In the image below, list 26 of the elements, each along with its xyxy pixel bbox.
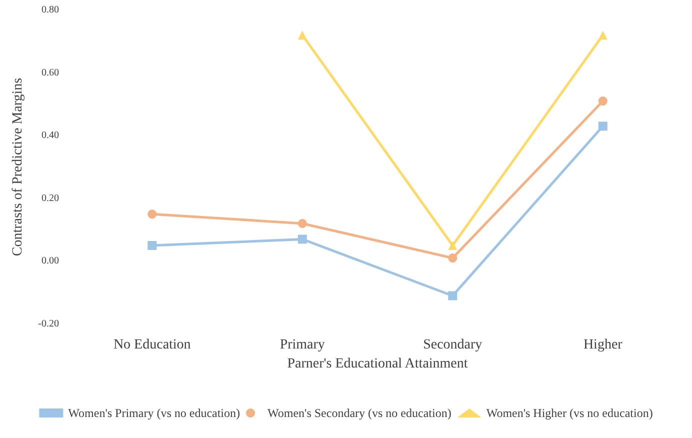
point (148, 210, 157, 219)
y-tick-label: 0.60 (42, 67, 59, 78)
point (448, 241, 458, 250)
y-tick-label: 0.20 (42, 192, 59, 204)
y-tick-label: 0.00 (42, 256, 59, 267)
x-tick-label: Higher (583, 338, 623, 352)
legend-label: Women's Secondary (vs no education) (268, 406, 452, 420)
point (148, 241, 157, 250)
x-tick-label: Primary (280, 338, 325, 352)
point (298, 30, 307, 40)
point (298, 219, 307, 228)
x-tick-label: No Education (113, 338, 191, 352)
point (598, 30, 608, 40)
point (598, 122, 608, 131)
y-axis-title: Contrasts of Predictive Margins (10, 78, 26, 256)
point (298, 234, 307, 244)
x-tick-label: Secondary (423, 338, 482, 352)
legend-label: Women's Primary (vs no education) (68, 406, 240, 420)
point (448, 254, 458, 263)
x-axis-title: Parner's Educational Attainment (287, 356, 468, 372)
point (448, 291, 458, 300)
y-tick-label: 0.40 (42, 130, 59, 142)
y-tick-label: 0.80 (42, 4, 59, 16)
point (598, 96, 608, 106)
legend-label: Women's Higher (vs no education) (486, 406, 653, 420)
y-tick-label: -0.20 (38, 318, 59, 330)
